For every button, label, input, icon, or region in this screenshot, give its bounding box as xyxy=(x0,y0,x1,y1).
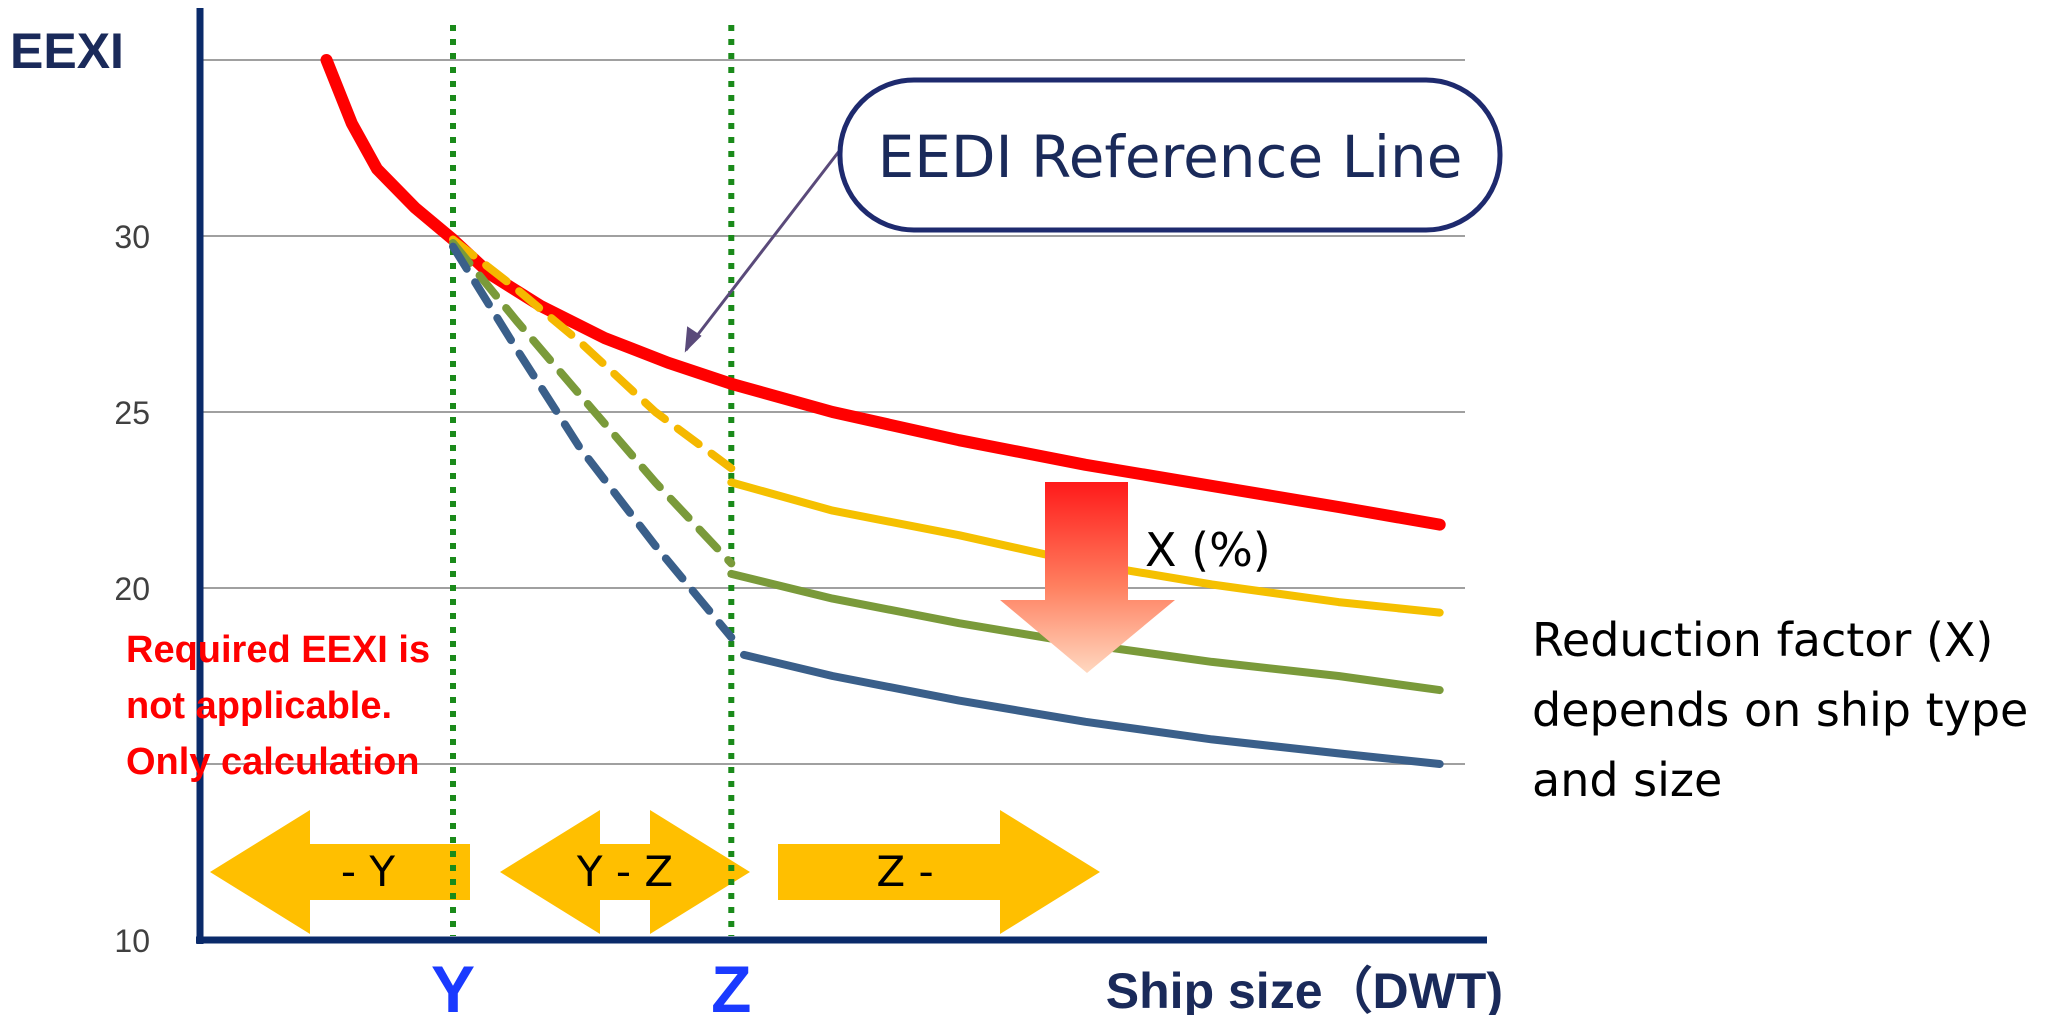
range-label: Y - Z xyxy=(576,847,673,896)
threshold-label: Y xyxy=(431,952,475,1015)
range-arrow xyxy=(210,810,470,934)
side-note: depends on ship type xyxy=(1532,683,2028,737)
reduction-line xyxy=(449,235,736,473)
y-axis-label: EEXI xyxy=(10,23,124,79)
y-tick-label: 25 xyxy=(114,395,150,431)
range-arrows xyxy=(210,810,1100,934)
callout-pointer-head xyxy=(684,326,702,353)
text-layer: 10 20 25 30 - Y Y - Z Z - EEXI Ship size（DWT) Y Z R… xyxy=(10,23,2028,1015)
x-axis-label: Ship size（DWT) xyxy=(1106,963,1503,1015)
reduction-arrow xyxy=(1000,482,1175,673)
y-tick-label: 10 xyxy=(114,923,150,959)
range-arrow xyxy=(778,810,1100,934)
not-applicable-note: not applicable. xyxy=(126,685,392,727)
callout-label: EEDI Reference Line xyxy=(878,123,1463,191)
range-arrow xyxy=(500,810,750,934)
reduction-line xyxy=(740,650,1444,768)
side-note: and size xyxy=(1532,753,1722,807)
reference-line xyxy=(320,54,1446,531)
reduction-label: X (%) xyxy=(1145,523,1271,577)
axis-layer xyxy=(196,8,1487,944)
range-label: Z - xyxy=(876,847,933,896)
y-tick-label: 20 xyxy=(114,571,150,607)
threshold-label: Z xyxy=(711,952,751,1015)
callout-pointer xyxy=(684,149,842,351)
reduction-line xyxy=(449,242,736,642)
not-applicable-note: Only calculation xyxy=(126,741,420,783)
range-label: - Y xyxy=(341,847,396,896)
callout-box xyxy=(837,77,1503,233)
reduction-line xyxy=(449,239,736,568)
not-applicable-note: Required EEXI is xyxy=(126,629,430,671)
y-tick-label: 30 xyxy=(114,219,150,255)
side-note: Reduction factor (X) xyxy=(1532,613,1993,667)
threshold-layer xyxy=(450,25,735,936)
